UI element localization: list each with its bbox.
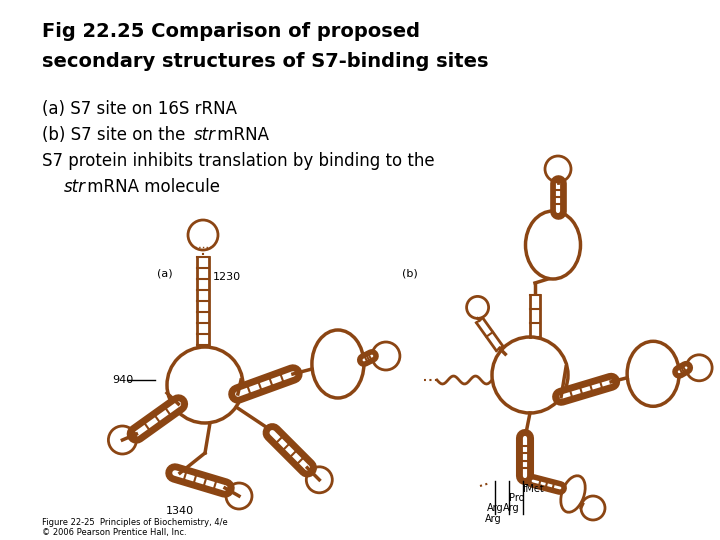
Text: mRNA: mRNA — [212, 126, 269, 144]
Text: (b): (b) — [402, 268, 418, 278]
Text: Fig 22.25 Comparison of proposed: Fig 22.25 Comparison of proposed — [42, 22, 420, 41]
Text: secondary structures of S7-binding sites: secondary structures of S7-binding sites — [42, 52, 488, 71]
Text: str: str — [194, 126, 216, 144]
Text: 940: 940 — [112, 375, 133, 385]
Text: © 2006 Pearson Prentice Hall, Inc.: © 2006 Pearson Prentice Hall, Inc. — [42, 528, 186, 537]
Text: Arg: Arg — [485, 514, 501, 524]
Text: (b) S7 site on the: (b) S7 site on the — [42, 126, 191, 144]
Text: Arg: Arg — [487, 503, 503, 513]
Text: Arg: Arg — [503, 503, 520, 513]
Text: 1340: 1340 — [166, 506, 194, 516]
Text: mRNA molecule: mRNA molecule — [82, 178, 220, 196]
Text: str: str — [64, 178, 86, 196]
Text: S7 protein inhibits translation by binding to the: S7 protein inhibits translation by bindi… — [42, 152, 435, 170]
Text: Pro: Pro — [509, 493, 524, 503]
Text: Figure 22-25  Principles of Biochemistry, 4/e: Figure 22-25 Principles of Biochemistry,… — [42, 518, 228, 527]
Text: 1230: 1230 — [213, 272, 241, 282]
Text: fMet: fMet — [523, 484, 545, 494]
Text: (a): (a) — [157, 268, 173, 278]
Text: (a) S7 site on 16S rRNA: (a) S7 site on 16S rRNA — [42, 100, 237, 118]
